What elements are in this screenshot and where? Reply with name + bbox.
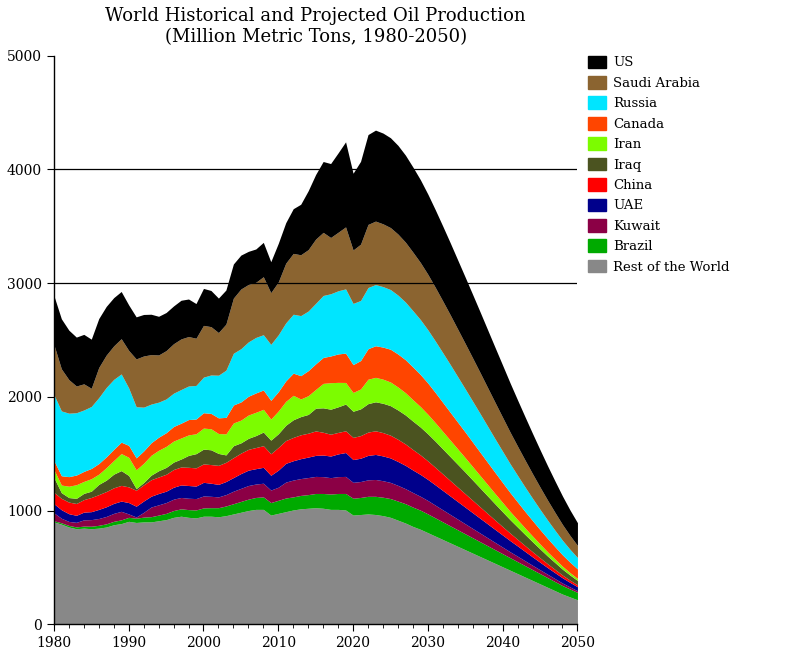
Title: World Historical and Projected Oil Production
(Million Metric Tons, 1980-2050): World Historical and Projected Oil Produ… — [105, 7, 526, 46]
Legend: US, Saudi Arabia, Russia, Canada, Iran, Iraq, China, UAE, Kuwait, Brazil, Rest o: US, Saudi Arabia, Russia, Canada, Iran, … — [588, 56, 730, 273]
